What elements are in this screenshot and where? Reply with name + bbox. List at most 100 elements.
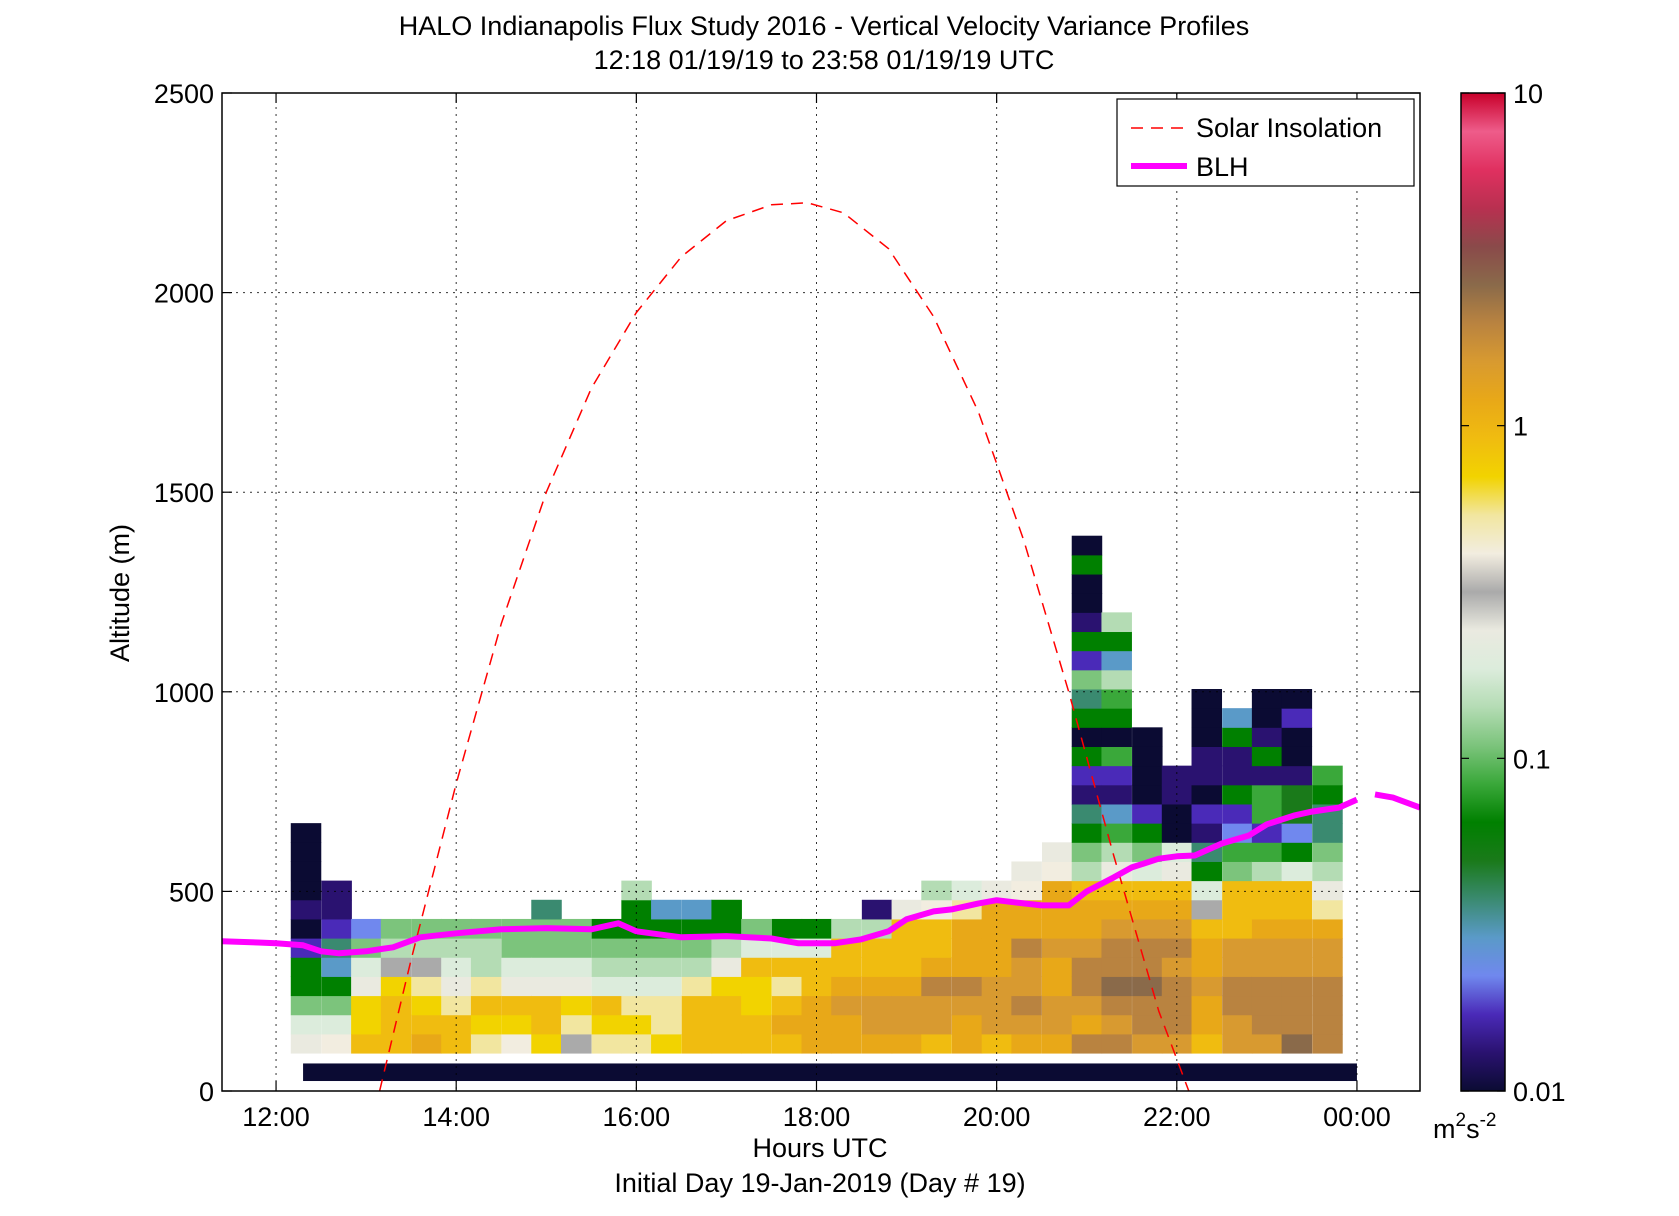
heatmap-cell <box>1041 976 1073 997</box>
heatmap-cell <box>1251 957 1283 977</box>
legend-label-blh: BLH <box>1196 152 1249 182</box>
heatmap-cell <box>1191 918 1223 939</box>
heatmap-cell <box>1101 976 1132 997</box>
heatmap-cell <box>621 880 652 901</box>
heatmap-cell <box>1132 746 1163 767</box>
legend: Solar Insolation BLH <box>1116 98 1415 187</box>
heatmap-cell <box>681 938 713 958</box>
heatmap-cell <box>1101 1014 1132 1035</box>
heatmap-cell <box>1101 803 1132 824</box>
heatmap-cell <box>1132 803 1163 824</box>
colorbar-unit-exp2: -2 <box>1480 1110 1497 1131</box>
heatmap-cell <box>290 1033 322 1054</box>
heatmap-cell <box>831 1033 862 1054</box>
heatmap-cell <box>1312 842 1343 862</box>
heatmap-cell <box>1041 995 1073 1016</box>
heatmap-cell <box>681 899 713 920</box>
heatmap-cell <box>1101 650 1132 671</box>
heatmap-cell <box>1071 823 1103 843</box>
heatmap-cell <box>771 1033 803 1054</box>
heatmap-cell <box>321 995 352 1016</box>
heatmap-cell <box>1222 708 1253 728</box>
heatmap-cell <box>921 938 952 958</box>
heatmap-cell <box>891 957 923 977</box>
heatmap-cell <box>1281 1014 1313 1035</box>
heatmap-cell <box>861 1033 893 1054</box>
heatmap-cell <box>1071 899 1103 920</box>
heatmap-cell <box>290 899 322 920</box>
heatmap-cell <box>1071 861 1103 882</box>
heatmap-cell <box>1281 727 1313 747</box>
heatmap-cell <box>1281 823 1313 843</box>
heatmap-cell <box>1101 689 1132 709</box>
x-tick-label: 00:00 <box>1323 1102 1391 1132</box>
heatmap-cell <box>1281 976 1313 997</box>
heatmap-cell <box>1251 918 1283 939</box>
heatmap-cell <box>1222 765 1253 786</box>
heatmap-cell <box>1101 727 1132 747</box>
heatmap-cell <box>891 1014 923 1035</box>
heatmap-cell <box>1071 842 1103 862</box>
heatmap-cell <box>531 995 562 1016</box>
heatmap-cell <box>1101 938 1132 958</box>
colorbar-unit-exp1: 2 <box>1456 1110 1467 1131</box>
heatmap-cell <box>560 995 592 1016</box>
heatmap-cell <box>1101 899 1132 920</box>
heatmap-cell <box>921 976 952 997</box>
heatmap-cell <box>1222 938 1253 958</box>
heatmap-cell <box>380 918 412 939</box>
heatmap-cell <box>1071 1014 1103 1035</box>
heatmap-cell <box>531 899 562 920</box>
heatmap-cell <box>921 995 952 1016</box>
heatmap-cell <box>1191 803 1223 824</box>
heatmap-cell <box>1281 861 1313 882</box>
heatmap-cell <box>591 938 623 958</box>
heatmap-cell <box>1251 1033 1283 1054</box>
heatmap-cell <box>351 976 382 997</box>
heatmap-cell <box>681 1014 713 1035</box>
heatmap-cell <box>1281 765 1313 786</box>
heatmap-cell <box>531 1033 562 1054</box>
heatmap-cell <box>1312 938 1343 958</box>
heatmap-cell <box>1011 995 1042 1016</box>
heatmap-cell <box>1011 1014 1042 1035</box>
heatmap-cell <box>290 823 322 843</box>
heatmap-cell <box>861 976 893 997</box>
heatmap-cell <box>1101 995 1132 1016</box>
heatmap-cell <box>380 1033 412 1054</box>
heatmap-cell <box>591 957 623 977</box>
heatmap-cell <box>1101 842 1132 862</box>
x-tick-label: 20:00 <box>963 1102 1031 1132</box>
heatmap-cell <box>1281 746 1313 767</box>
heatmap-cell <box>1222 880 1253 901</box>
heatmap-cell <box>1132 938 1163 958</box>
heatmap-cell <box>741 995 772 1016</box>
heatmap-cell <box>441 1033 472 1054</box>
heatmap-cell <box>1011 957 1042 977</box>
heatmap-cell <box>591 976 623 997</box>
heatmap-cell <box>1071 708 1103 728</box>
chart-title-group: HALO Indianapolis Flux Study 2016 - Vert… <box>399 11 1249 75</box>
heatmap-cell <box>1312 765 1343 786</box>
heatmap-cell <box>651 976 682 997</box>
heatmap-cell <box>1251 938 1283 958</box>
heatmap-cell <box>981 918 1013 939</box>
heatmap-cell <box>1101 784 1132 805</box>
heatmap-cell <box>1191 880 1223 901</box>
heatmap-cells <box>290 535 1357 1082</box>
heatmap-cell <box>380 995 412 1016</box>
heatmap-cell <box>1281 957 1313 977</box>
heatmap-cell <box>1132 957 1163 977</box>
heatmap-cell <box>1281 1033 1313 1054</box>
colorbar-unit: m2s-2 <box>1433 1110 1496 1144</box>
heatmap-cell <box>1041 861 1073 882</box>
y-axis-ticks: 0 500 1000 1500 2000 2500 <box>154 79 1420 1107</box>
heatmap-cell <box>981 957 1013 977</box>
heatmap-cell <box>321 957 352 977</box>
heatmap-cell <box>411 1014 442 1035</box>
chart-subtitle: 12:18 01/19/19 to 23:58 01/19/19 UTC <box>594 45 1055 75</box>
heatmap-cell <box>531 938 562 958</box>
heatmap-cell <box>531 1014 562 1035</box>
heatmap-cell <box>411 957 442 977</box>
heatmap-cell <box>741 1033 772 1054</box>
